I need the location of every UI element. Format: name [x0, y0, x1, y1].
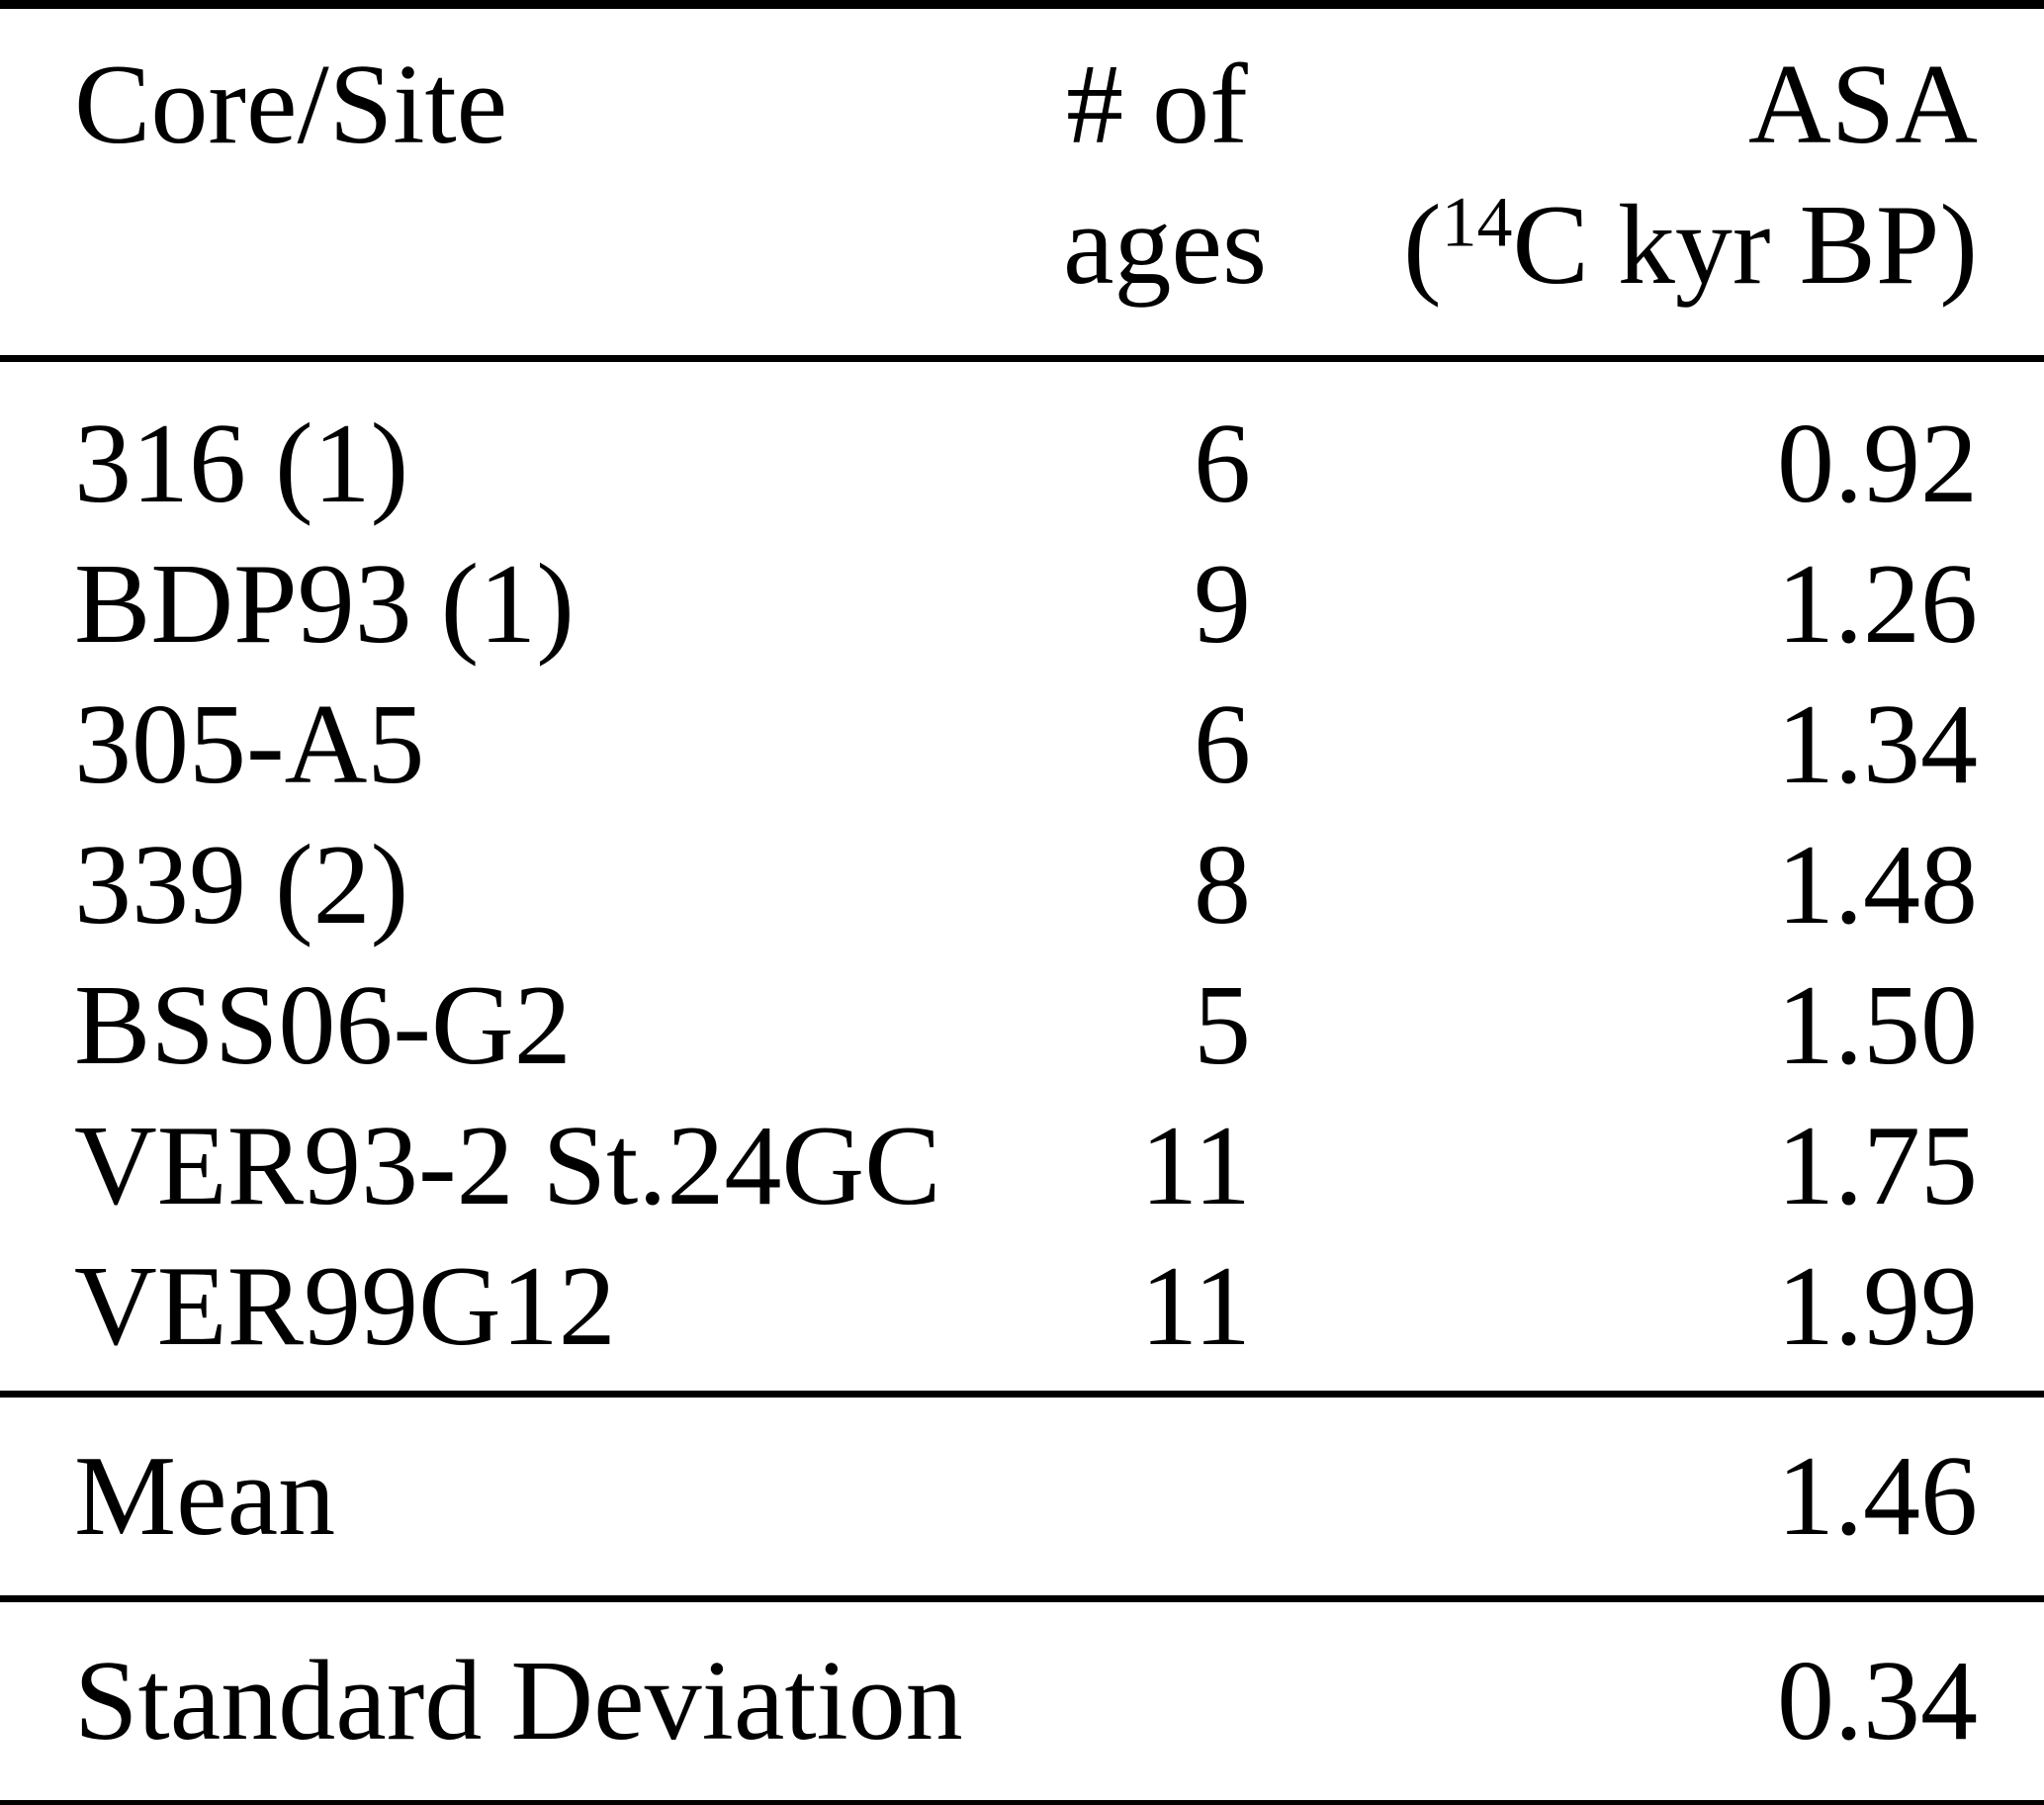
header-cell-core-site: Core/Site [74, 35, 1063, 175]
table-row: 316 (1) 6 0.92 [0, 394, 2044, 534]
stddev-label: Standard Deviation [74, 1637, 963, 1764]
header-cell-asa: ASA (14C kyr BP) [1251, 35, 1978, 316]
rule-above-stddev [0, 1595, 2044, 1602]
mean-label: Mean [74, 1432, 336, 1560]
rule-above-mean [0, 1391, 2044, 1398]
table-row: 339 (2) 8 1.48 [0, 815, 2044, 955]
header-cell-num-ages: # of ages [1063, 35, 1268, 316]
table-row: BDP93 (1) 9 1.26 [0, 534, 2044, 675]
table-row: BSS06-G2 5 1.50 [0, 955, 2044, 1096]
cell-num-ages: 8 [1194, 822, 1251, 948]
cell-asa: 1.48 [1777, 822, 1978, 948]
header-num-ages-line1: # of [1066, 42, 1248, 168]
cell-core-site: 316 (1) [74, 401, 409, 527]
header-asa-unit: (14C kyr BP) [1251, 175, 1978, 316]
stddev-value: 0.34 [1777, 1637, 1978, 1764]
cell-num-ages: 11 [1140, 1103, 1251, 1229]
cell-asa: 1.75 [1777, 1103, 1978, 1229]
table-header: Core/Site # of ages ASA (14C kyr BP) [0, 9, 2044, 355]
cell-asa: 1.99 [1777, 1243, 1978, 1370]
mean-row: Mean 1.46 [0, 1398, 2044, 1595]
cell-num-ages: 5 [1194, 962, 1251, 1089]
stddev-row: Standard Deviation 0.34 [0, 1602, 2044, 1800]
mean-value: 1.46 [1777, 1432, 1978, 1560]
cell-num-ages: 6 [1194, 681, 1251, 808]
table-row: VER93-2 St.24GC 11 1.75 [0, 1096, 2044, 1236]
cell-asa: 0.92 [1777, 401, 1978, 527]
cell-core-site: BSS06-G2 [74, 962, 572, 1089]
header-num-ages-line2: ages [1063, 182, 1268, 309]
header-asa-line1: ASA [1747, 42, 1978, 168]
asa-unit-text: C kyr BP) [1512, 182, 1978, 309]
cell-core-site: BDP93 (1) [74, 541, 575, 668]
cell-core-site: VER99G12 [74, 1243, 616, 1370]
cell-core-site: 305-A5 [74, 681, 425, 808]
cell-num-ages: 11 [1140, 1243, 1251, 1370]
cell-core-site: VER93-2 St.24GC [74, 1103, 941, 1229]
cell-num-ages: 6 [1194, 401, 1251, 527]
cell-asa: 1.50 [1777, 962, 1978, 1089]
table-body: 316 (1) 6 0.92 BDP93 (1) 9 1.26 305-A5 6… [0, 362, 2044, 1391]
rule-bottom [0, 1800, 2044, 1805]
table-row: VER99G12 11 1.99 [0, 1236, 2044, 1377]
asa-unit-isotope-superscript: 14 [1441, 182, 1513, 262]
cell-asa: 1.34 [1777, 681, 1978, 808]
rule-below-header [0, 355, 2044, 362]
cell-asa: 1.26 [1777, 541, 1978, 668]
table-row: 305-A5 6 1.34 [0, 675, 2044, 815]
cell-num-ages: 9 [1194, 541, 1251, 668]
rule-top [0, 0, 2044, 9]
header-core-site-label: Core/Site [74, 42, 508, 168]
asa-unit-open-paren: ( [1402, 182, 1442, 309]
cell-core-site: 339 (2) [74, 822, 409, 948]
